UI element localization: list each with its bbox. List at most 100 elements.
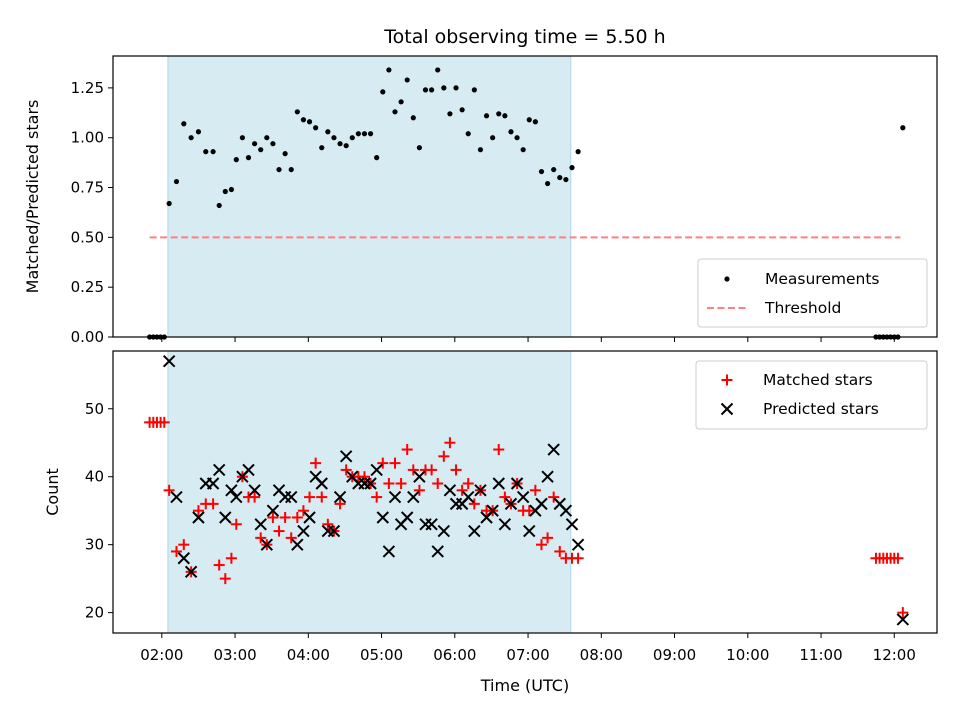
- predicted-star-point: [468, 524, 481, 538]
- predicted-star-point: [535, 497, 548, 511]
- matched-star-points: [144, 416, 909, 619]
- predicted-star-point: [565, 518, 579, 531]
- predicted-star-point: [443, 484, 457, 497]
- measurement-point: [404, 77, 410, 83]
- measurement-point: [459, 107, 465, 113]
- y-tick-label: 20: [85, 604, 104, 622]
- y-tick-label: 0.75: [71, 179, 104, 197]
- matched-star-point: [163, 484, 175, 496]
- matched-star-point: [230, 518, 242, 530]
- predicted-star-point: [431, 545, 444, 558]
- matched-star-point: [395, 478, 407, 490]
- predicted-star-point: [462, 490, 475, 504]
- matched-star-point: [493, 444, 505, 456]
- cross-stroke: [400, 511, 414, 524]
- measurement-point: [300, 117, 307, 123]
- legend-label-threshold: Threshold: [764, 299, 841, 317]
- measurement-point: [392, 109, 398, 115]
- predicted-star-point: [248, 484, 261, 497]
- matched-star-point: [170, 545, 182, 557]
- predicted-star-point: [297, 524, 310, 538]
- matched-star-point: [523, 505, 535, 517]
- predicted-star-points: [162, 354, 910, 626]
- time-x-axis-label: Time (UTC): [480, 676, 569, 695]
- measurement-point: [282, 151, 288, 157]
- matched-star-point: [279, 511, 291, 523]
- measurement-point: [453, 85, 459, 91]
- observing-window-span: [167, 55, 572, 338]
- measurement-point: [228, 186, 235, 193]
- cross-stroke: [516, 490, 530, 504]
- measurement-point: [270, 141, 276, 147]
- y-tick-label: 1.25: [71, 79, 104, 97]
- measurement-point: [319, 145, 325, 151]
- cross-stroke: [184, 565, 198, 579]
- legend-label-matched-stars: Matched stars: [763, 371, 873, 389]
- matched-star-point: [267, 511, 279, 523]
- matched-star-point: [468, 498, 480, 510]
- measurement-point: [398, 99, 404, 105]
- matched-star-point: [322, 518, 334, 530]
- matched-star-point: [310, 457, 322, 469]
- matched-star-point: [535, 539, 547, 551]
- cross-stroke: [162, 354, 176, 368]
- matched-star-point: [432, 478, 444, 490]
- ratio-legend-box: [697, 258, 928, 328]
- matched-star-point: [438, 450, 450, 462]
- measurement-point: [233, 157, 239, 163]
- cross-stroke: [553, 497, 566, 511]
- measurement-point: [544, 180, 551, 187]
- cross-stroke: [504, 497, 518, 511]
- cross-stroke: [266, 504, 280, 517]
- measurement-point: [502, 113, 508, 119]
- measurement-point: [575, 149, 581, 155]
- cross-stroke: [333, 490, 347, 504]
- predicted-star-point: [407, 490, 420, 504]
- cross-stroke: [260, 538, 274, 551]
- cross-stroke: [535, 497, 548, 511]
- cross-stroke: [425, 518, 438, 531]
- x-tick-label: 11:00: [799, 646, 842, 664]
- matched-star-point: [462, 478, 474, 490]
- cross-stroke: [309, 470, 322, 483]
- matched-star-point: [383, 478, 395, 490]
- measurement-point: [258, 147, 264, 153]
- y-tick-label: 0.50: [71, 228, 104, 246]
- measurement-point: [276, 166, 282, 173]
- predicted-star-point: [376, 511, 389, 524]
- measurement-point: [306, 119, 313, 125]
- ratio-y-ticks: 0.00 0.25 0.50 0.75 1.00 1.25: [71, 79, 113, 346]
- cross-stroke: [339, 450, 353, 463]
- measurement-point: [900, 125, 906, 131]
- matched-star-point: [499, 491, 511, 503]
- cross-stroke: [370, 463, 383, 477]
- legend-marker-measurements: [724, 276, 730, 282]
- measurement-point: [416, 145, 423, 151]
- measurement-point: [203, 149, 209, 155]
- measurement-point: [216, 202, 222, 209]
- predicted-star-point: [896, 613, 910, 626]
- matched-star-point: [334, 498, 346, 510]
- cross-stroke: [510, 477, 524, 490]
- predicted-star-point: [333, 490, 347, 504]
- cross-stroke: [225, 484, 238, 497]
- cross-stroke: [248, 484, 261, 497]
- measurement-point: [210, 149, 216, 155]
- x-tick-label: 10:00: [726, 646, 769, 664]
- matched-star-point: [358, 471, 370, 483]
- predicted-star-point: [400, 511, 414, 524]
- predicted-star-point: [291, 538, 304, 551]
- predicted-star-point: [219, 511, 232, 524]
- measurement-point: [188, 135, 194, 141]
- x-tick-label: 07:00: [506, 646, 549, 664]
- predicted-star-point: [230, 490, 243, 504]
- measurement-point: [222, 188, 228, 195]
- matched-star-point: [413, 484, 425, 496]
- predicted-star-point: [327, 524, 341, 538]
- x-tick-label: 05:00: [360, 646, 403, 664]
- matched-star-point: [377, 457, 389, 469]
- predicted-star-point: [184, 565, 198, 579]
- predicted-star-point: [285, 490, 298, 504]
- measurement-point: [490, 135, 496, 141]
- predicted-star-point: [225, 484, 238, 497]
